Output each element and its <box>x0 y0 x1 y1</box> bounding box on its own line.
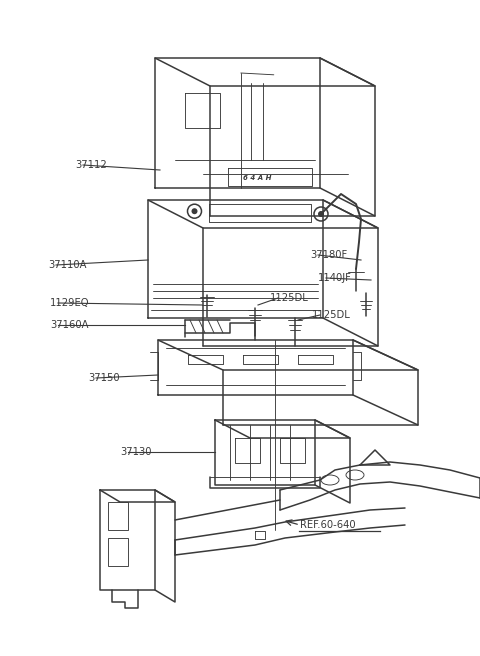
Bar <box>108 538 128 566</box>
Text: 37150: 37150 <box>88 373 120 383</box>
Text: 37110A: 37110A <box>48 260 86 270</box>
Ellipse shape <box>321 475 339 485</box>
Text: 1140JF: 1140JF <box>318 273 352 283</box>
Text: 37160A: 37160A <box>50 320 88 330</box>
Circle shape <box>318 211 324 217</box>
Text: 37112: 37112 <box>75 160 107 170</box>
Ellipse shape <box>346 470 364 480</box>
Circle shape <box>192 208 197 215</box>
Bar <box>108 502 128 530</box>
Text: 6 4 A H: 6 4 A H <box>243 175 272 181</box>
Text: 37130: 37130 <box>120 447 152 457</box>
Text: 1125DL: 1125DL <box>312 310 351 320</box>
Text: 1125DL: 1125DL <box>270 293 309 303</box>
Text: REF.60-640: REF.60-640 <box>300 520 356 530</box>
Text: 1129EQ: 1129EQ <box>50 298 89 308</box>
Text: 37180F: 37180F <box>310 250 347 260</box>
